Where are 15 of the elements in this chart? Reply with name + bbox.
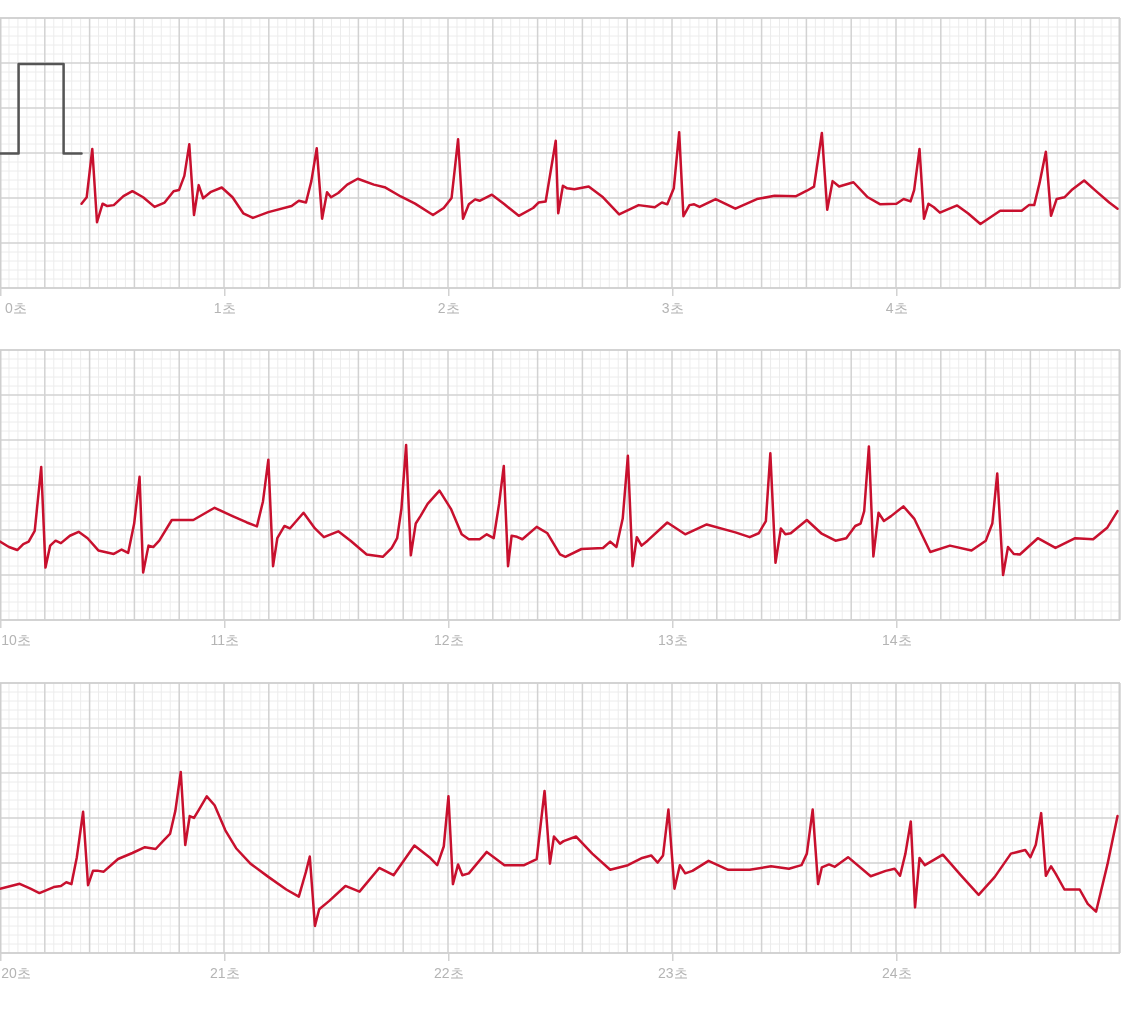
x-tick-label: 13초 bbox=[657, 632, 688, 648]
x-tick-label: 20초 bbox=[1, 965, 31, 981]
x-tick-label: 12초 bbox=[433, 632, 464, 648]
x-tick-label: 21초 bbox=[209, 965, 240, 981]
x-tick-label: 23초 bbox=[657, 965, 688, 981]
x-tick-label: 3초 bbox=[661, 300, 684, 316]
x-tick-label: 0초 bbox=[5, 300, 27, 316]
x-tick-label: 14초 bbox=[881, 632, 912, 648]
x-tick-label: 4초 bbox=[885, 300, 908, 316]
x-tick-label: 24초 bbox=[881, 965, 912, 981]
x-tick-label: 2초 bbox=[437, 300, 460, 316]
x-tick-label: 10초 bbox=[1, 632, 31, 648]
x-tick-label: 1초 bbox=[213, 300, 236, 316]
x-tick-label: 11초 bbox=[210, 632, 240, 648]
x-tick-label: 22초 bbox=[433, 965, 464, 981]
